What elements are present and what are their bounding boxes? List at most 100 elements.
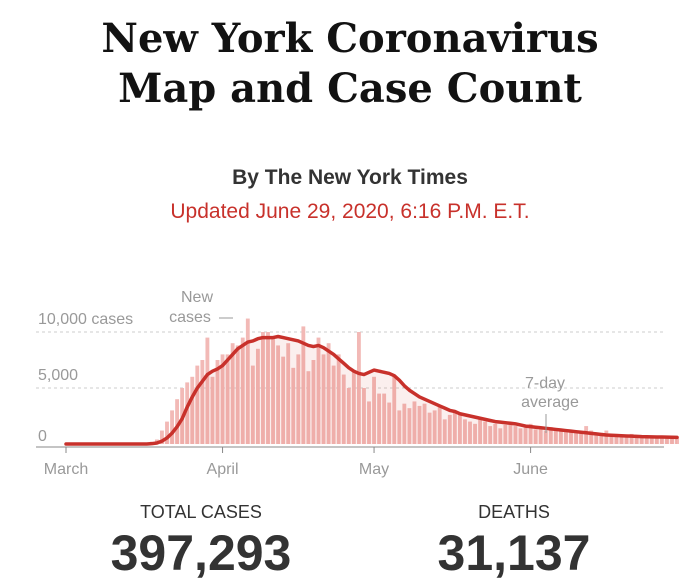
new-cases-bar bbox=[356, 332, 361, 444]
x-tick-label: May bbox=[359, 461, 389, 478]
new-cases-bar bbox=[447, 414, 452, 444]
new-cases-bar bbox=[417, 405, 422, 444]
new-cases-bar bbox=[644, 436, 649, 444]
new-cases-bar bbox=[336, 354, 341, 444]
new-cases-bar bbox=[306, 371, 311, 444]
updated-timestamp: Updated June 29, 2020, 6:16 P.M. E.T. bbox=[170, 200, 530, 223]
new-cases-bar bbox=[362, 388, 366, 444]
total-cases-label: TOTAL CASES bbox=[140, 502, 262, 522]
new-cases-bar bbox=[412, 401, 417, 444]
new-cases-bar bbox=[291, 367, 296, 444]
new-cases-bar bbox=[261, 332, 265, 444]
new-cases-bar bbox=[523, 427, 528, 444]
new-cases-annotation: New cases bbox=[169, 289, 213, 326]
seven-day-average-line bbox=[64, 334, 679, 446]
new-cases-bar bbox=[160, 430, 164, 444]
new-cases-bar bbox=[675, 437, 679, 444]
new-cases-bar bbox=[321, 354, 326, 444]
new-cases-bar bbox=[538, 429, 543, 444]
axes: 0 5,000 10,000 cases March April May June bbox=[36, 311, 664, 478]
new-cases-bar bbox=[594, 433, 599, 444]
new-cases-bar bbox=[281, 356, 286, 444]
new-cases-bar bbox=[195, 365, 200, 444]
new-cases-bar bbox=[422, 403, 427, 444]
average-line-layer bbox=[64, 334, 679, 446]
new-cases-bar bbox=[377, 393, 382, 444]
new-cases-bar bbox=[624, 436, 629, 444]
new-cases-bar bbox=[200, 360, 205, 444]
new-cases-bar bbox=[564, 429, 568, 444]
new-cases-bar bbox=[407, 408, 412, 444]
new-cases-bar bbox=[235, 345, 240, 444]
new-cases-bar bbox=[473, 423, 477, 444]
new-cases-bar bbox=[382, 393, 387, 444]
new-cases-bar bbox=[296, 354, 301, 444]
new-cases-bar bbox=[569, 431, 573, 444]
total-cases-value: 397,293 bbox=[110, 525, 292, 581]
page-title: New York Coronavirus Map and Case Count bbox=[0, 14, 700, 114]
new-cases-bar bbox=[639, 436, 644, 444]
new-cases-bar bbox=[271, 337, 275, 444]
new-cases-bar bbox=[543, 430, 548, 444]
x-tick-label: April bbox=[207, 461, 239, 478]
new-cases-bar bbox=[230, 343, 235, 444]
new-cases-bar bbox=[175, 399, 180, 444]
new-cases-bar bbox=[584, 426, 589, 444]
y-tick-label: 5,000 bbox=[38, 367, 78, 384]
new-cases-bar bbox=[341, 374, 346, 444]
x-tick-label: March bbox=[44, 461, 88, 478]
x-tick-label: June bbox=[513, 461, 548, 478]
new-cases-bar bbox=[402, 403, 407, 444]
new-cases-bar bbox=[518, 428, 523, 444]
new-cases-bar bbox=[659, 437, 664, 444]
new-cases-bar bbox=[478, 419, 483, 444]
new-cases-bar bbox=[240, 337, 245, 444]
new-cases-bar bbox=[452, 410, 457, 444]
new-cases-bar bbox=[574, 432, 578, 444]
new-cases-bar bbox=[250, 365, 255, 444]
new-cases-bar bbox=[276, 345, 281, 444]
new-cases-bar bbox=[215, 360, 220, 444]
new-cases-bar bbox=[579, 431, 584, 444]
new-cases-bar bbox=[311, 360, 316, 444]
new-cases-bar bbox=[665, 436, 669, 444]
new-cases-bar bbox=[533, 429, 538, 444]
new-cases-bar bbox=[190, 376, 195, 444]
new-cases-bar bbox=[367, 401, 371, 444]
new-cases-bar bbox=[331, 365, 336, 444]
new-cases-bar bbox=[589, 430, 594, 444]
new-cases-bar bbox=[513, 426, 518, 444]
new-cases-bar bbox=[316, 337, 321, 444]
new-cases-bar bbox=[463, 419, 467, 444]
new-cases-bar bbox=[301, 326, 306, 444]
new-cases-bar bbox=[255, 348, 260, 444]
new-cases-bar bbox=[372, 376, 376, 444]
new-cases-bar bbox=[528, 423, 533, 444]
new-cases-bar bbox=[558, 430, 563, 444]
new-cases-bar bbox=[442, 419, 447, 444]
average-area bbox=[66, 336, 678, 444]
new-cases-bar bbox=[614, 433, 619, 444]
new-cases-bar bbox=[634, 435, 639, 444]
new-cases-bar bbox=[346, 388, 351, 444]
new-cases-bar bbox=[170, 410, 174, 444]
new-cases-bar bbox=[286, 343, 291, 444]
new-cases-bar bbox=[483, 421, 488, 444]
new-cases-bar bbox=[670, 436, 674, 444]
new-cases-bar bbox=[225, 354, 230, 444]
new-cases-bar bbox=[488, 426, 493, 444]
new-cases-bar bbox=[629, 433, 634, 444]
new-cases-bar bbox=[654, 436, 659, 444]
new-cases-bar bbox=[503, 424, 508, 444]
new-cases-bar bbox=[548, 427, 553, 444]
new-cases-bar bbox=[220, 354, 225, 444]
new-cases-bar bbox=[553, 429, 558, 444]
cases-chart: 0 5,000 10,000 cases March April May June New c… bbox=[36, 289, 679, 478]
new-cases-bar bbox=[457, 414, 462, 444]
new-cases-bar bbox=[266, 332, 270, 444]
new-cases-bar bbox=[604, 430, 609, 444]
deaths-label: DEATHS bbox=[478, 502, 550, 522]
y-tick-label: 10,000 cases bbox=[38, 311, 133, 328]
new-cases-bar bbox=[619, 435, 624, 444]
new-cases-bar bbox=[392, 376, 397, 444]
